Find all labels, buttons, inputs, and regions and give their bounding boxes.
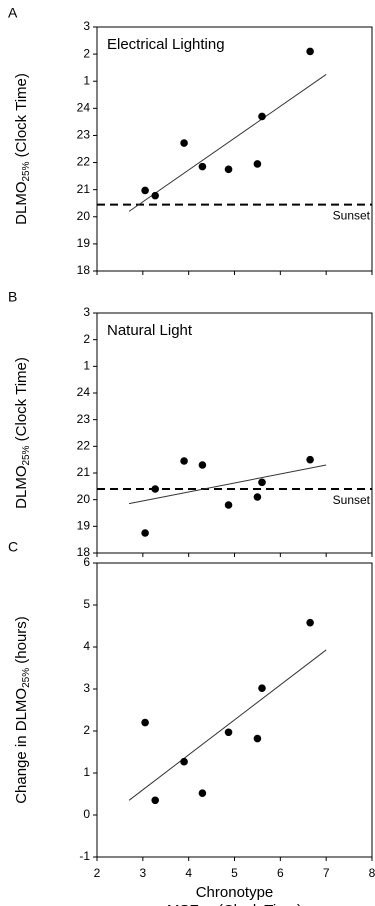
data-point bbox=[224, 728, 233, 737]
y-tick-label: 18 bbox=[77, 545, 91, 559]
data-point bbox=[180, 457, 188, 465]
y-tick-label: 22 bbox=[77, 155, 91, 169]
data-point bbox=[151, 796, 160, 805]
plot-frame bbox=[96, 312, 373, 554]
panel-title: Natural Light bbox=[107, 322, 193, 339]
reference-label: Sunset bbox=[333, 209, 371, 223]
data-point bbox=[141, 718, 149, 727]
data-point bbox=[306, 618, 314, 627]
y-tick-label: 24 bbox=[77, 101, 91, 115]
y-tick-label: 20 bbox=[77, 209, 91, 223]
y-tick-label: 24 bbox=[77, 385, 91, 399]
panel-label: C bbox=[8, 539, 18, 555]
x-tick-label: 2 bbox=[94, 866, 101, 880]
x-tick-label: 6 bbox=[277, 866, 284, 880]
data-point bbox=[180, 139, 188, 147]
plot-frame bbox=[96, 562, 373, 858]
data-point bbox=[306, 455, 314, 464]
fit-line bbox=[128, 74, 327, 212]
data-point bbox=[198, 461, 207, 469]
y-tick-label: -1 bbox=[79, 849, 90, 863]
y-tick-label: 21 bbox=[77, 465, 91, 479]
y-label-main: DLMO bbox=[13, 466, 30, 509]
y-label-rest: (hours) bbox=[13, 616, 30, 668]
data-point bbox=[224, 165, 233, 174]
y-axis-label: DLMO25% (Clock Time) bbox=[13, 357, 32, 509]
y-label-main: DLMO bbox=[13, 182, 30, 225]
data-point bbox=[151, 191, 160, 200]
data-point bbox=[198, 162, 207, 171]
x-tick-label: 8 bbox=[369, 866, 375, 880]
y-tick-label: 19 bbox=[77, 236, 91, 250]
y-tick-label: 18 bbox=[77, 263, 91, 277]
y-tick-label: 23 bbox=[77, 128, 91, 142]
y-label-sub: 25% bbox=[21, 445, 32, 465]
x-tick-label: 4 bbox=[185, 866, 192, 880]
data-point bbox=[306, 47, 314, 56]
y-tick-label: 22 bbox=[77, 439, 91, 453]
y-label-sub: 25% bbox=[21, 668, 32, 688]
data-point bbox=[253, 160, 262, 168]
x-tick-label: 5 bbox=[231, 866, 238, 880]
data-point bbox=[141, 186, 149, 195]
y-label-main: Change in DLMO bbox=[13, 688, 30, 804]
panel-label: B bbox=[8, 289, 17, 305]
y-tick-label: 23 bbox=[77, 412, 91, 426]
reference-label: Sunset bbox=[333, 493, 371, 507]
fit-line bbox=[128, 464, 327, 505]
data-point bbox=[151, 485, 160, 493]
x-tick-label: 3 bbox=[139, 866, 146, 880]
y-tick-label: 2 bbox=[83, 332, 90, 346]
plot-frame bbox=[96, 26, 373, 272]
y-tick-label: 20 bbox=[77, 492, 91, 506]
y-tick-label: 3 bbox=[83, 305, 90, 319]
y-tick-label: 1 bbox=[83, 359, 90, 373]
y-tick-label: 3 bbox=[83, 681, 90, 695]
y-tick-label: 2 bbox=[83, 46, 90, 60]
y-tick-label: 21 bbox=[77, 182, 91, 196]
x-axis-label: Chronotype bbox=[196, 884, 274, 901]
y-label-rest: (Clock Time) bbox=[13, 357, 30, 445]
x-axis-label: MSFsc (Clock Time) bbox=[167, 902, 302, 906]
y-axis-label: DLMO25% (Clock Time) bbox=[13, 73, 32, 225]
data-point bbox=[198, 789, 207, 797]
data-point bbox=[253, 734, 262, 743]
y-tick-label: 0 bbox=[83, 807, 90, 821]
y-tick-label: 5 bbox=[83, 597, 90, 611]
data-point bbox=[224, 501, 233, 509]
y-tick-label: 1 bbox=[83, 765, 90, 779]
y-tick-label: 19 bbox=[77, 519, 91, 533]
x-tick-label: 7 bbox=[323, 866, 330, 880]
data-point bbox=[258, 112, 266, 121]
y-label-sub: 25% bbox=[21, 161, 32, 181]
panel-label: A bbox=[8, 5, 18, 21]
y-label-rest: (Clock Time) bbox=[13, 73, 30, 161]
y-tick-label: 4 bbox=[83, 639, 90, 653]
panel-title: Electrical Lighting bbox=[107, 36, 225, 53]
data-point bbox=[141, 529, 149, 537]
data-point bbox=[258, 684, 266, 692]
y-axis-label: Change in DLMO25% (hours) bbox=[13, 616, 32, 804]
data-point bbox=[180, 757, 188, 766]
fit-line bbox=[128, 649, 327, 801]
y-tick-label: 6 bbox=[83, 555, 90, 569]
data-point bbox=[258, 478, 266, 487]
y-tick-label: 2 bbox=[83, 723, 90, 737]
y-tick-label: 3 bbox=[83, 19, 90, 33]
data-point bbox=[253, 493, 262, 501]
y-tick-label: 1 bbox=[83, 73, 90, 87]
